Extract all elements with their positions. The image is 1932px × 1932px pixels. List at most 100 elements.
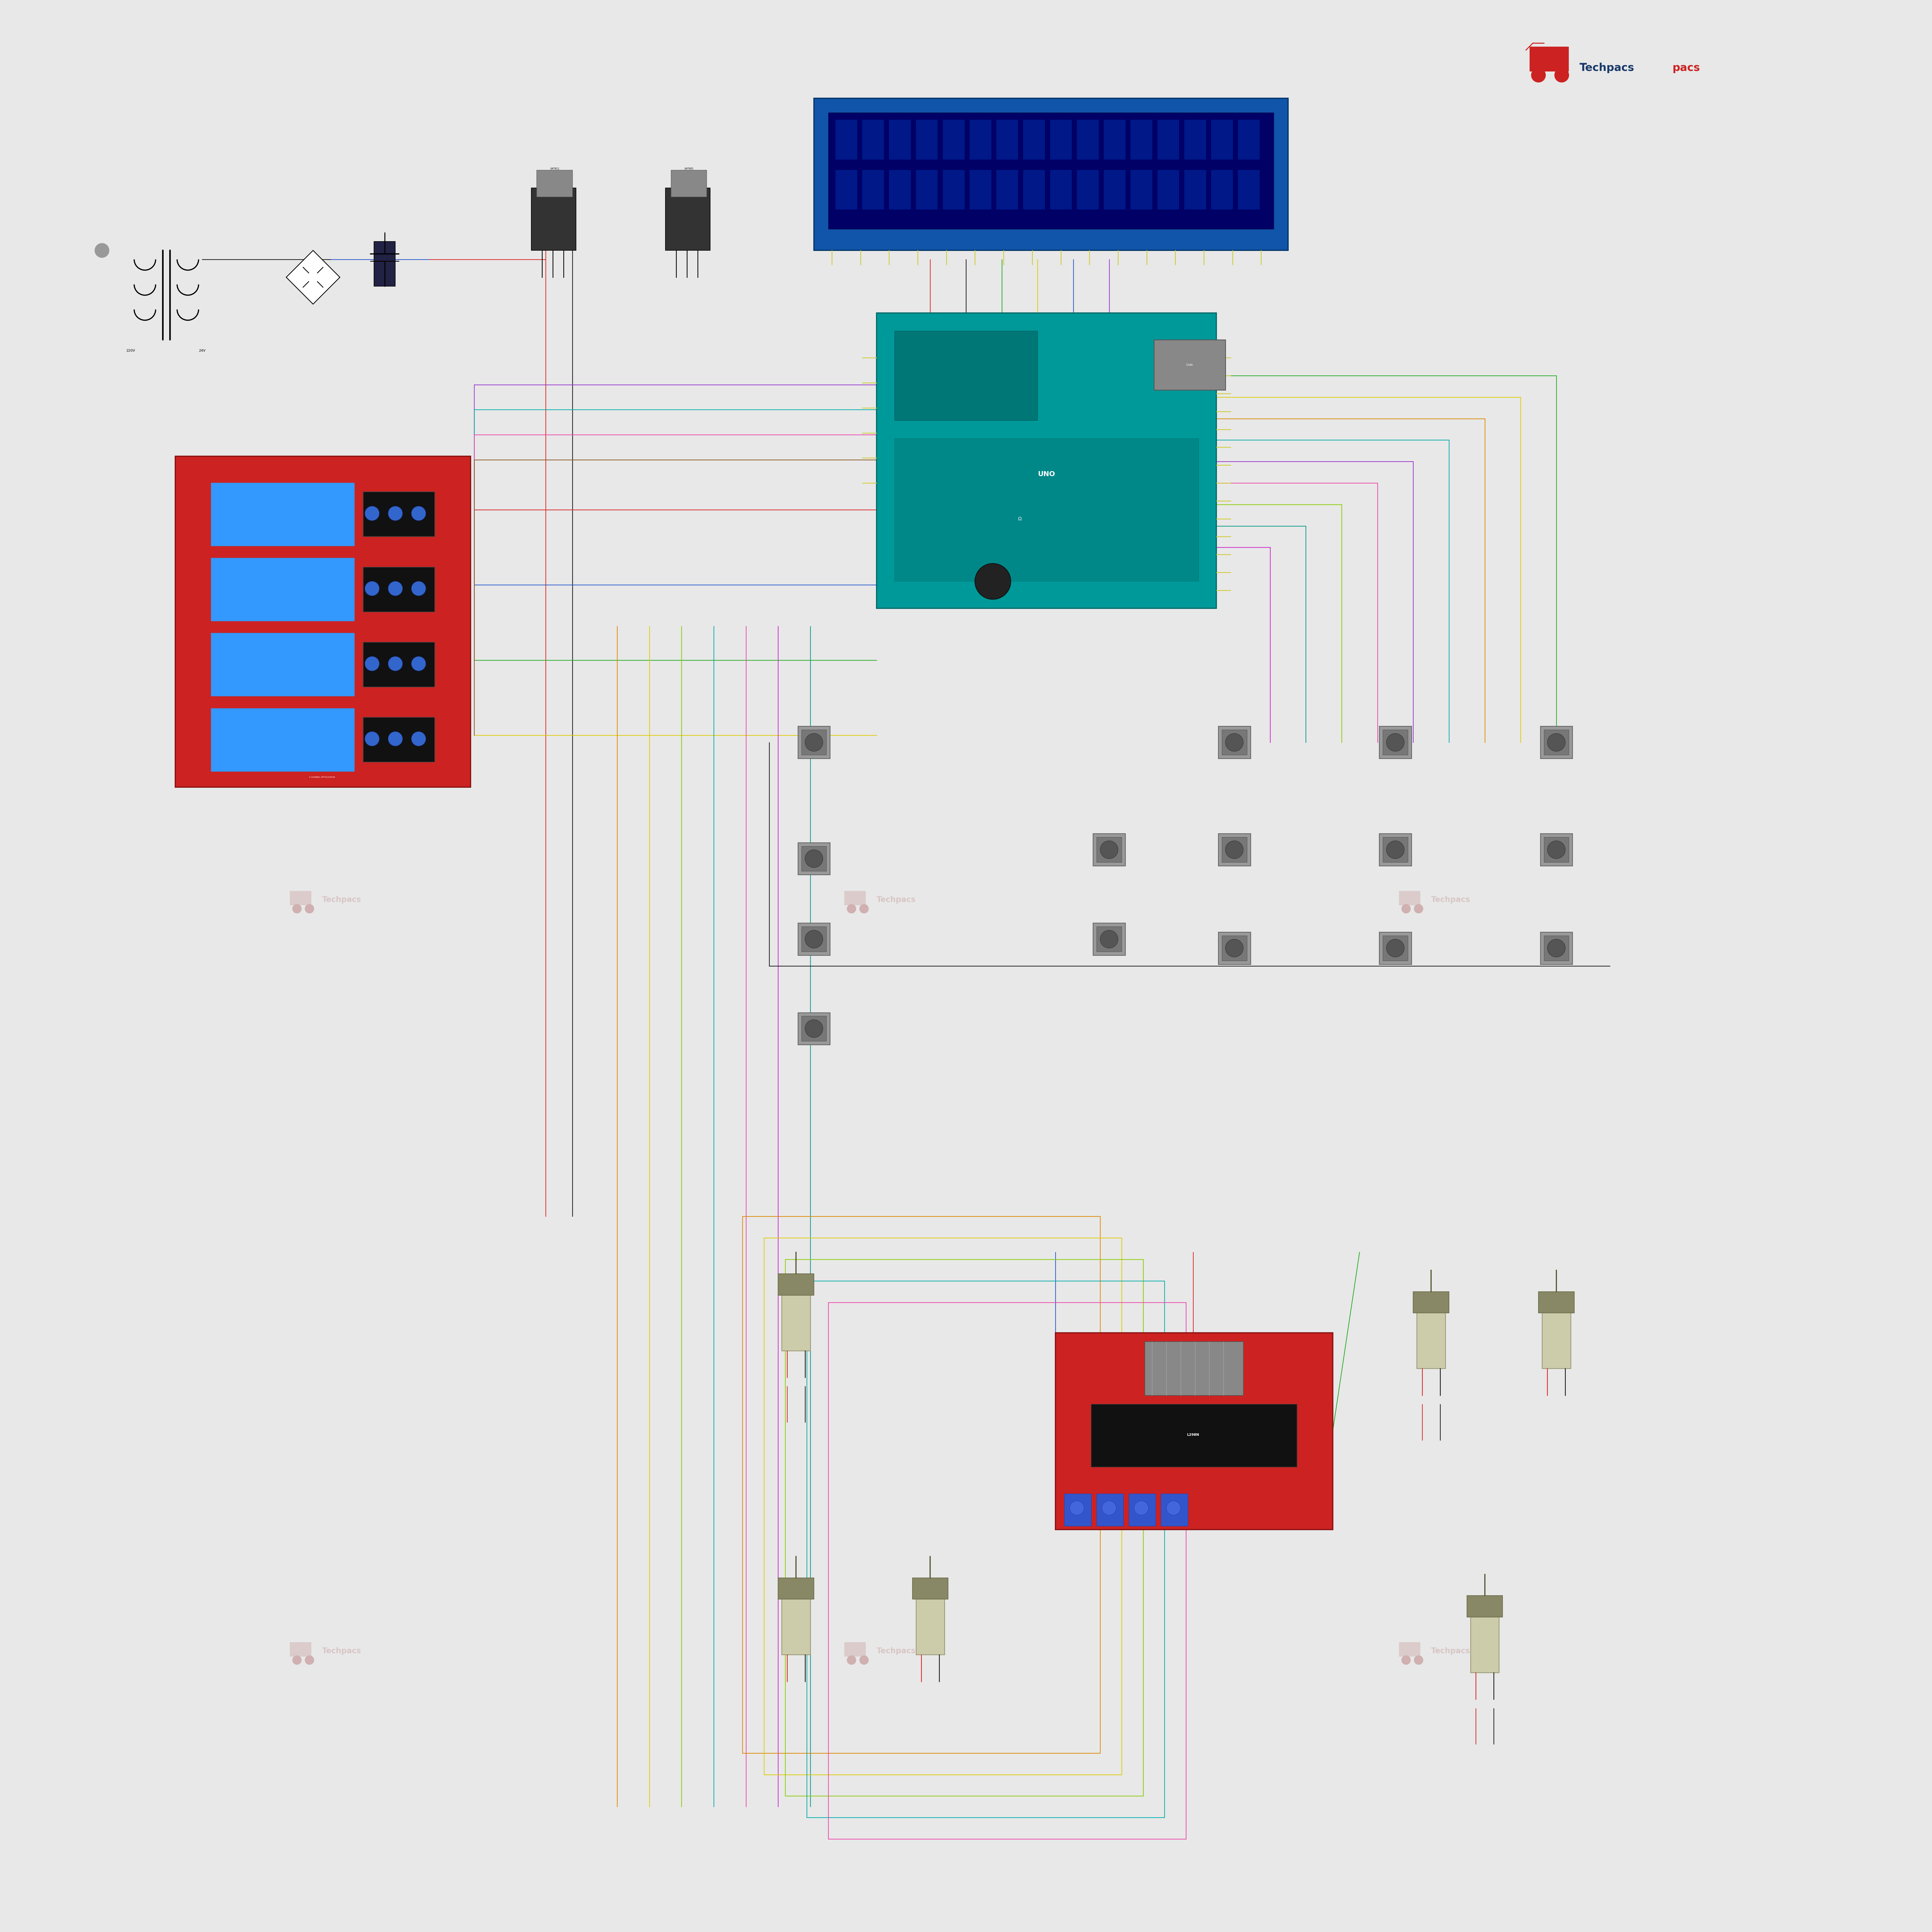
Circle shape [1070,1501,1084,1515]
Text: Techpacs: Techpacs [323,896,361,904]
Bar [1055,1333,1333,1530]
Bar [1399,1642,1420,1656]
Bar [943,170,964,209]
Bar [798,923,831,954]
Circle shape [95,243,108,257]
Circle shape [1387,840,1405,858]
Text: Code: Code [1186,363,1194,367]
Bar [1094,923,1124,954]
Bar [1211,170,1233,209]
Circle shape [1099,840,1119,858]
Bar [1544,730,1569,755]
Circle shape [1099,929,1119,949]
Bar [1211,120,1233,158]
Text: Techpacs: Techpacs [323,1648,361,1656]
Bar [363,568,435,612]
Bar [829,1302,1186,1839]
Circle shape [365,582,379,595]
Circle shape [412,506,425,520]
Bar [363,493,435,537]
Circle shape [806,929,823,949]
Circle shape [1414,1656,1424,1665]
Bar [1024,120,1045,158]
Bar [829,112,1273,230]
Text: Techpacs: Techpacs [1432,896,1470,904]
Circle shape [305,904,315,914]
Bar [665,187,711,251]
Bar [211,634,354,696]
Bar [537,170,572,197]
Bar [779,1578,813,1600]
Circle shape [1548,939,1565,956]
Text: LM7812: LM7812 [551,168,558,170]
Bar [1470,1609,1499,1673]
Bar [1128,1493,1155,1526]
Text: pacs: pacs [1673,62,1700,73]
Bar [1530,46,1569,71]
Bar [802,730,827,755]
Bar [1051,170,1072,209]
Circle shape [1401,904,1410,914]
Circle shape [1387,939,1405,956]
Bar [1097,1493,1122,1526]
Circle shape [1134,1501,1148,1515]
Bar [808,1281,1165,1818]
Bar [1540,833,1573,866]
Bar [798,726,831,759]
Circle shape [806,1020,823,1037]
Bar [835,170,858,209]
Bar [798,1012,831,1045]
Circle shape [860,1656,869,1665]
Bar [844,1642,866,1656]
Bar [1184,120,1206,158]
Bar [1238,170,1260,209]
Bar [1540,931,1573,964]
Bar [1383,935,1408,960]
Bar [1219,726,1250,759]
Bar [211,558,354,620]
Bar [176,456,471,786]
Bar [211,709,354,771]
Bar [211,483,354,545]
Bar [211,483,354,545]
Bar [1379,931,1412,964]
Bar [1065,1493,1092,1526]
Bar [363,641,435,688]
Circle shape [1167,1501,1180,1515]
Bar [1130,170,1151,209]
Circle shape [1101,1501,1117,1515]
Bar [862,170,883,209]
Bar [1094,833,1124,866]
Bar [211,634,354,696]
Bar [670,170,707,197]
Bar [1221,935,1246,960]
Bar [1051,120,1072,158]
Bar [1092,1405,1296,1466]
Text: 24V: 24V [199,350,205,352]
Bar [782,1592,810,1654]
Bar [1466,1596,1503,1617]
Circle shape [806,734,823,752]
Circle shape [305,1656,315,1665]
Circle shape [292,904,301,914]
Text: Ω: Ω [1018,516,1022,522]
Bar [1383,837,1408,862]
Bar [1097,927,1122,952]
Circle shape [412,582,425,595]
Circle shape [1387,734,1405,752]
Bar [784,1260,1144,1797]
Circle shape [365,506,379,520]
Bar [1221,730,1246,755]
Bar [375,242,396,286]
Bar [211,558,354,620]
Bar [1076,170,1099,209]
Bar [1379,833,1412,866]
Text: LM7805: LM7805 [684,168,694,170]
Bar [813,99,1289,251]
Text: Techpacs: Techpacs [1432,1648,1470,1656]
Bar [916,170,937,209]
Bar [1161,1493,1188,1526]
Bar [1024,170,1045,209]
Circle shape [388,657,402,670]
Bar [1146,1341,1244,1395]
